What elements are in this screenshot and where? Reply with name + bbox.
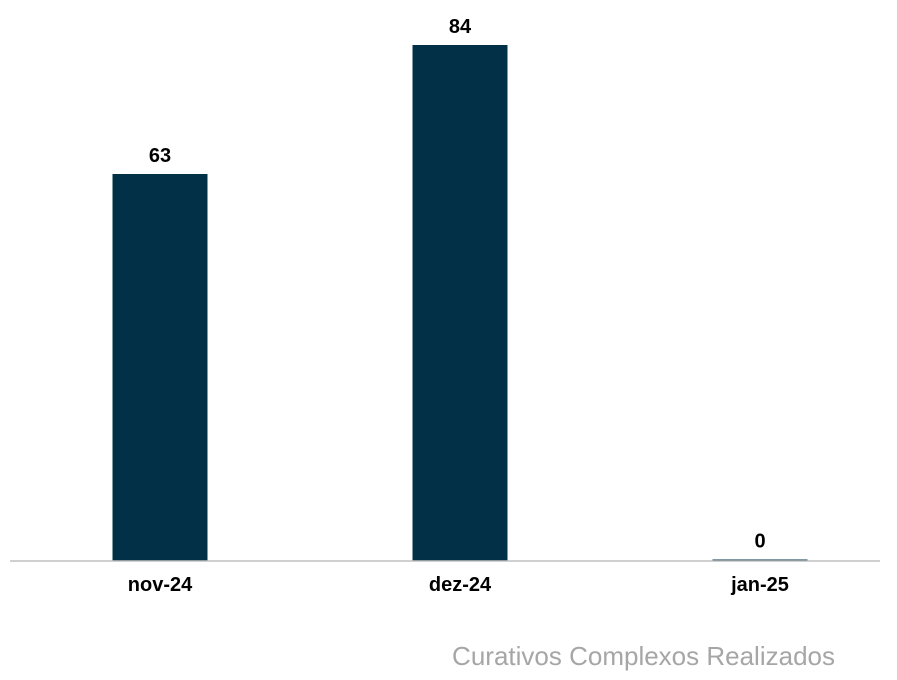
bar-nov-24 <box>112 174 208 561</box>
x-tick-label-jan-25: jan-25 <box>730 574 789 596</box>
data-label-nov-24: 63 <box>149 145 171 167</box>
x-tick-label-dez-24: dez-24 <box>429 574 492 596</box>
x-tick-labels-layer: nov-24 dez-24 jan-25 <box>128 574 789 596</box>
legend-series-label: Curativos Complexos Realizados <box>452 641 835 671</box>
data-label-dez-24: 84 <box>449 16 472 38</box>
x-tick-label-nov-24: nov-24 <box>128 574 193 596</box>
bars-layer <box>112 45 808 561</box>
data-labels-layer: 63 84 0 <box>149 16 766 553</box>
data-label-jan-25: 0 <box>754 531 765 553</box>
bar-dez-24 <box>412 45 508 561</box>
